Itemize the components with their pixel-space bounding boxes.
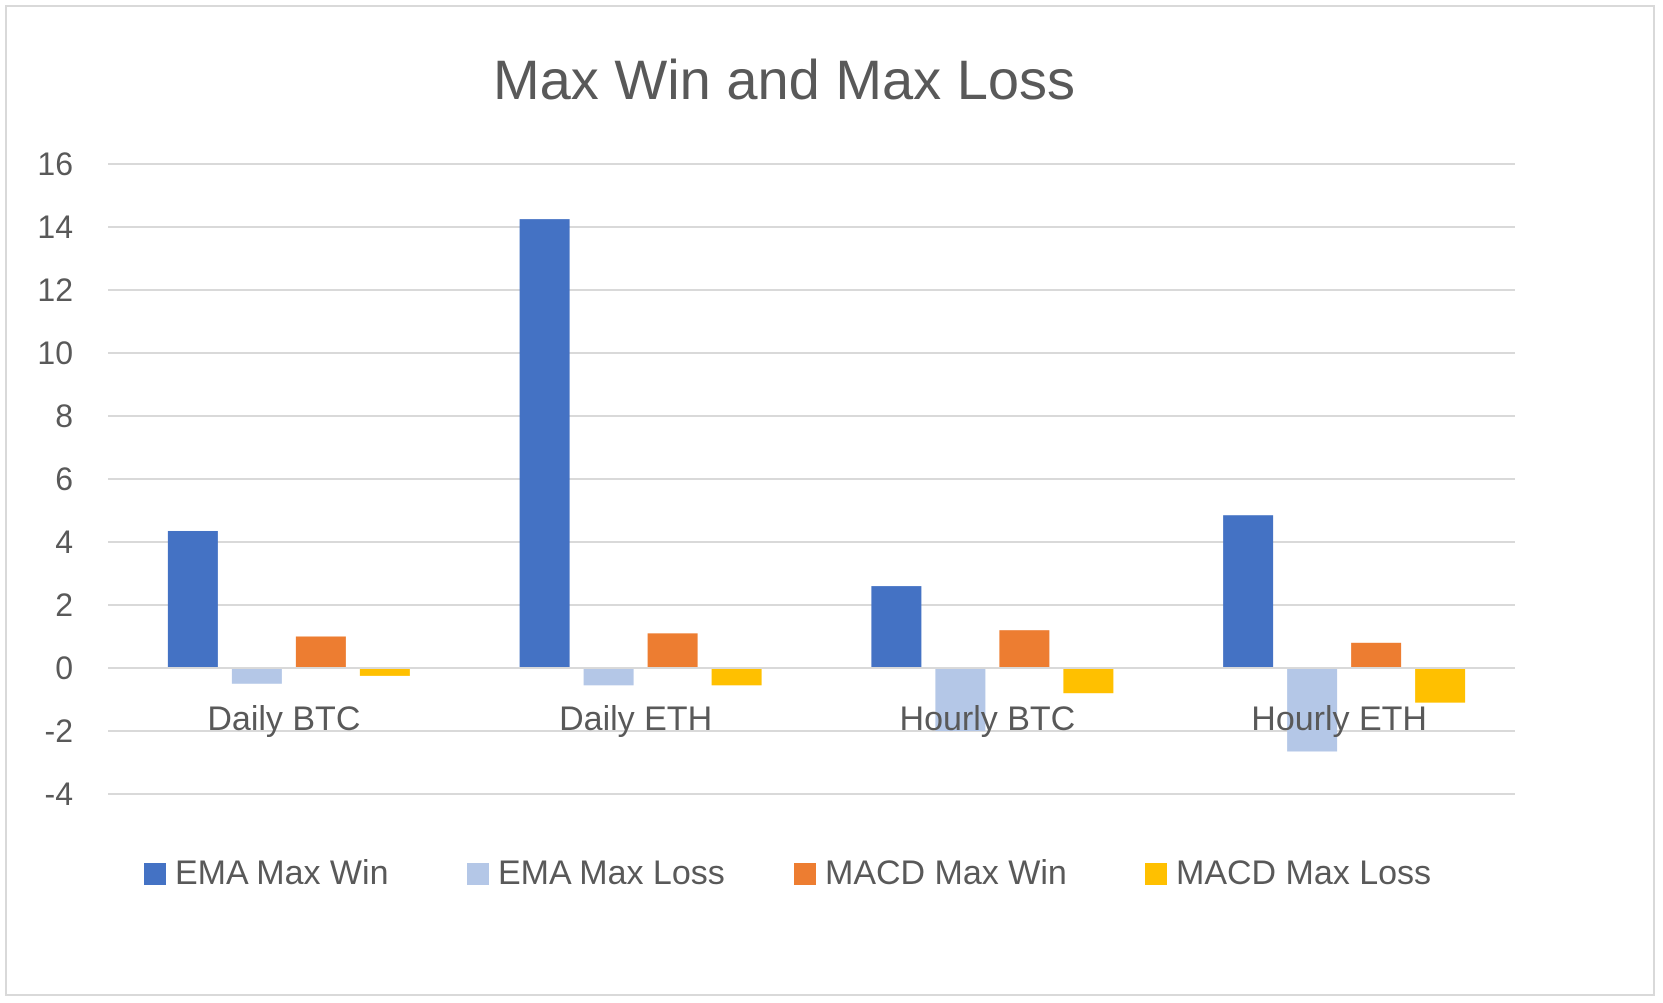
y-tick-label: 16 — [37, 146, 73, 182]
bar — [999, 630, 1050, 668]
bar — [935, 668, 986, 731]
bar — [647, 633, 698, 668]
category-label: Daily ETH — [559, 700, 712, 738]
bar — [1351, 642, 1402, 668]
y-tick-label: 4 — [55, 524, 73, 560]
y-axis: 16 14 12 10 8 6 4 2 0 -2 -4 — [37, 146, 73, 812]
bar — [1415, 668, 1466, 703]
legend-swatch — [467, 863, 489, 885]
y-tick-label: 10 — [37, 335, 73, 371]
chart-frame: Max Win and Max Loss 16 14 12 10 8 6 4 2 0 -2 -4 D… — [5, 5, 1655, 996]
bar — [1287, 668, 1338, 752]
bar — [1063, 668, 1114, 694]
bar — [519, 219, 570, 668]
bar — [231, 668, 282, 684]
y-tick-label: 8 — [55, 398, 73, 434]
y-tick-label: -2 — [45, 713, 73, 749]
legend-label: MACD Max Win — [825, 854, 1067, 892]
legend-item: MACD Max Loss — [1145, 854, 1431, 892]
y-tick-label: 14 — [37, 209, 73, 245]
category-label: Hourly ETH — [1251, 700, 1427, 738]
legend: EMA Max Win EMA Max Loss MACD Max Win MACD … — [144, 854, 1431, 892]
y-tick-label: -4 — [45, 776, 73, 812]
bar — [871, 586, 922, 668]
legend-swatch — [1145, 863, 1167, 885]
legend-swatch — [144, 863, 166, 885]
y-tick-label: 0 — [55, 650, 73, 686]
legend-item: EMA Max Win — [144, 854, 388, 892]
x-axis: Daily BTC Daily ETH Hourly BTC Hourly ETH — [207, 700, 1427, 738]
category-label: Daily BTC — [207, 700, 360, 738]
legend-label: EMA Max Loss — [498, 854, 725, 892]
chart-title: Max Win and Max Loss — [493, 48, 1075, 111]
chart: Max Win and Max Loss 16 14 12 10 8 6 4 2 0 -2 -4 D… — [37, 48, 1515, 892]
y-tick-label: 2 — [55, 587, 73, 623]
y-tick-label: 12 — [37, 272, 73, 308]
legend-item: MACD Max Win — [794, 854, 1067, 892]
legend-swatch — [794, 863, 816, 885]
legend-item: EMA Max Loss — [467, 854, 725, 892]
bar — [167, 530, 218, 668]
legend-label: MACD Max Loss — [1176, 854, 1431, 892]
category-label: Hourly BTC — [900, 700, 1076, 738]
legend-label: EMA Max Win — [175, 854, 388, 892]
bar — [583, 668, 634, 686]
y-tick-label: 6 — [55, 461, 73, 497]
bar — [711, 668, 762, 686]
bar — [359, 668, 410, 676]
bars — [167, 219, 1466, 752]
bar — [1223, 515, 1274, 668]
bar — [295, 636, 346, 668]
